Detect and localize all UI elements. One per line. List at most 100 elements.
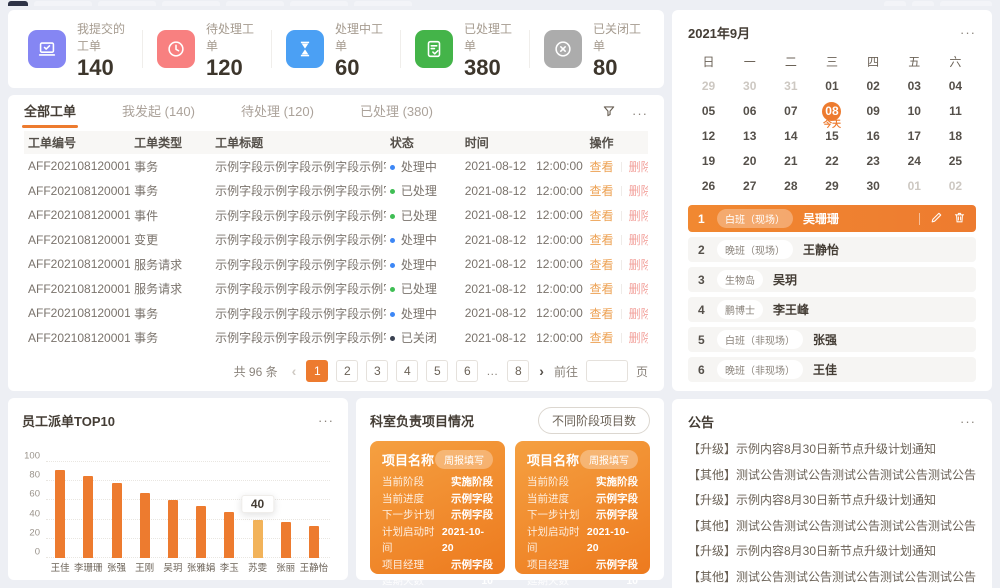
more-icon[interactable]: ··· [960,25,976,40]
view-link[interactable]: 查看 [589,331,614,346]
browser-tab[interactable] [8,1,28,6]
goto-page-input[interactable] [585,360,628,382]
browser-tab[interactable] [162,1,220,6]
more-icon[interactable]: ··· [318,413,334,428]
weekly-report-badge[interactable]: 周报填写 [435,450,493,469]
more-icon[interactable]: ··· [960,414,976,429]
calendar-day[interactable]: 16 [866,129,880,143]
page-button-3[interactable]: 3 [366,360,389,382]
calendar-day[interactable]: 28 [784,179,798,193]
table-row[interactable]: AFF202108120001 事务 示例字段示例字段示例字段示例字段示例字段 … [24,326,648,351]
shift-item-6[interactable]: 6 晚班（非现场） 王佳 [687,357,976,382]
notice-item[interactable]: 【升级】示例内容8月30日新节点升级计划通知 [687,442,937,456]
delete-link[interactable]: 删除 [628,208,648,223]
page-button-5[interactable]: 5 [426,360,449,382]
bar-张丽[interactable] [280,521,291,558]
workorder-tab-3[interactable]: 已处理 (380) [359,104,433,119]
calendar-day[interactable]: 10 [907,104,921,118]
bar-李玉[interactable] [224,511,235,558]
calendar-day[interactable]: 06 [743,104,757,118]
bar-王刚[interactable] [139,492,150,558]
calendar-day-today[interactable]: 08 今天 [811,99,852,129]
browser-tab[interactable] [226,1,284,6]
delete-link[interactable]: 删除 [628,331,648,346]
page-button-6[interactable]: 6 [456,360,479,382]
calendar-day[interactable]: 19 [701,154,716,168]
table-row[interactable]: AFF202108120001 事务 示例字段示例字段示例字段示例字段示例字段 … [24,301,648,326]
calendar-day[interactable]: 02 [948,179,963,193]
calendar-day[interactable]: 29 [825,179,839,193]
calendar-day[interactable]: 24 [907,154,921,168]
calendar-day[interactable]: 12 [701,129,716,143]
delete-link[interactable]: 删除 [628,159,648,174]
calendar-day[interactable]: 31 [784,79,798,93]
page-ellipsis[interactable]: … [486,364,500,378]
notice-item[interactable]: 【其他】测试公告测试公告测试公告测试公告测试公告 [687,569,976,584]
bar-吴玥[interactable] [167,500,178,558]
calendar-day[interactable]: 25 [948,154,963,168]
page-button-8[interactable]: 8 [507,360,530,382]
table-row[interactable]: AFF202108120001 变更 示例字段示例字段示例字段示例字段示例字段 … [24,228,648,253]
calendar-day[interactable]: 23 [866,154,880,168]
workorder-tab-0[interactable]: 全部工单 [21,95,79,131]
bar-张雅娟[interactable] [196,506,207,558]
browser-tab[interactable] [940,1,992,6]
shift-item-4[interactable]: 4 鹏博士 李王峰 [687,297,976,322]
calendar-day[interactable]: 18 [948,129,963,143]
view-link[interactable]: 查看 [589,159,614,174]
page-button-4[interactable]: 4 [396,360,419,382]
calendar-day[interactable]: 21 [784,154,798,168]
calendar-day[interactable]: 04 [948,79,963,93]
calendar-day[interactable]: 29 [701,79,716,93]
calendar-day[interactable]: 20 [743,154,757,168]
view-link[interactable]: 查看 [589,306,614,321]
prev-page-icon[interactable]: ‹ [291,363,297,379]
view-link[interactable]: 查看 [589,208,614,223]
more-icon[interactable]: ··· [631,105,648,121]
calendar-day[interactable]: 22 [825,154,839,168]
browser-tab[interactable] [34,1,92,6]
browser-tab[interactable] [98,1,156,6]
filter-icon[interactable] [602,104,616,123]
table-row[interactable]: AFF202108120001 事务 示例字段示例字段示例字段示例字段示例字段 … [24,154,648,179]
next-page-icon[interactable]: › [539,363,544,379]
table-row[interactable]: AFF202108120001 服务请求 示例字段示例字段示例字段示例字段示例字… [24,252,648,277]
table-row[interactable]: AFF202108120001 事件 示例字段示例字段示例字段示例字段示例字段 … [24,203,648,228]
shift-item-3[interactable]: 3 生物岛 吴玥 [687,267,976,292]
calendar-day[interactable]: 30 [743,79,757,93]
shift-item-5[interactable]: 5 白班（非现场） 张强 [687,327,976,352]
notice-item[interactable]: 【升级】示例内容8月30日新节点升级计划通知 [687,493,937,507]
bar-张强[interactable] [111,483,122,558]
page-button-2[interactable]: 2 [336,360,359,382]
delete-link[interactable]: 删除 [628,257,648,272]
workorder-tab-2[interactable]: 待处理 (120) [240,104,314,119]
weekly-report-badge[interactable]: 周报填写 [580,450,638,469]
shift-item-2[interactable]: 2 晚班（现场） 王静怡 [687,237,976,262]
calendar-day[interactable]: 14 [784,129,798,143]
edit-icon[interactable] [930,211,943,227]
project-card-2[interactable]: 项目名称 周报填写 当前阶段 实施阶段 当前进度 示例字段 下一步计划 示例字段 计划启动时… [515,441,650,587]
calendar-day[interactable]: 15 [825,129,839,143]
view-link[interactable]: 查看 [589,233,614,248]
delete-link[interactable]: 删除 [628,282,648,297]
calendar-day[interactable]: 02 [866,79,880,93]
calendar-day[interactable]: 03 [907,79,921,93]
bar-王佳[interactable] [55,469,66,558]
calendar-day[interactable]: 09 [866,104,880,118]
bar-李珊珊[interactable] [83,476,94,558]
table-row[interactable]: AFF202108120001 事务 示例字段示例字段示例字段示例字段示例字段 … [24,179,648,204]
bar-苏雯[interactable] [252,519,263,558]
notice-item[interactable]: 【升级】示例内容8月30日新节点升级计划通知 [687,544,937,558]
table-row[interactable]: AFF202108120001 服务请求 示例字段示例字段示例字段示例字段示例字… [24,277,648,302]
shift-item-1[interactable]: 1 白班（现场） 吴珊珊 [687,205,976,232]
calendar-day[interactable]: 11 [949,104,962,118]
delete-link[interactable]: 删除 [628,184,648,199]
calendar-day[interactable]: 05 [701,104,716,118]
workorder-tab-1[interactable]: 我发起 (140) [122,104,195,119]
view-link[interactable]: 查看 [589,184,614,199]
delete-link[interactable]: 删除 [628,233,648,248]
browser-tab[interactable] [912,1,934,6]
calendar-day[interactable]: 01 [825,79,839,93]
calendar-day[interactable]: 13 [743,129,757,143]
calendar-day[interactable]: 27 [743,179,757,193]
